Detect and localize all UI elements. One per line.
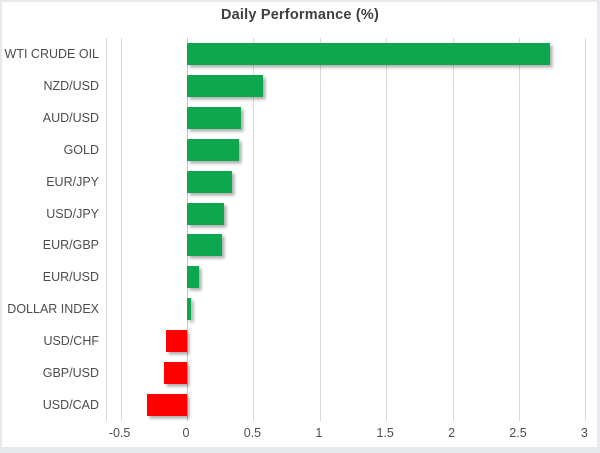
category-label-usd-jpy: USD/JPY [46,206,99,221]
bar-usd-jpy [187,202,225,225]
bar-aud-usd [187,106,242,129]
gridline [585,38,587,421]
category-label-eur-gbp: EUR/GBP [42,238,99,253]
x-tick-label-0: 0 [182,426,190,440]
bar-nzd-usd [187,74,263,97]
zero-axis-line [187,38,188,421]
x-tick-label-3: 3 [580,426,588,440]
chart-frame [2,2,597,447]
category-label-eur-usd: EUR/USD [42,270,99,285]
plot-area [106,38,595,421]
category-label-eur-jpy: EUR/JPY [46,174,99,189]
category-label-usd-cad: USD/CAD [42,398,99,413]
x-tick-label-2: 2 [448,426,456,440]
gridline [386,38,388,421]
bar-eur-jpy [187,170,233,193]
gridline [253,38,255,421]
bar-eur-gbp [187,234,222,257]
x-tick-label--0.5: -0.5 [108,426,131,440]
bar-eur-usd [187,266,199,289]
category-label-gbp-usd: GBP/USD [42,366,99,381]
gridline [519,38,520,421]
category-label-dollar-index: DOLLAR INDEX [7,302,99,317]
category-label-wti-crude-oil: WTI CRUDE OIL [4,46,99,61]
bar-usd-chf [165,330,187,353]
bar-wti-crude-oil [187,42,550,65]
gridline [452,38,454,421]
bar-dollar-index [187,298,191,321]
category-label-usd-chf: USD/CHF [43,334,99,349]
category-label-nzd-usd: NZD/USD [43,78,99,93]
x-tick-label-2.5: 2.5 [509,426,527,440]
gridline [120,38,122,421]
chart-title: Daily Performance (%) [220,7,380,23]
x-tick-label-0.5: 0.5 [243,426,262,440]
bar-gold [187,138,239,161]
gridline [319,38,321,421]
bar-gbp-usd [164,362,187,385]
category-label-gold: GOLD [63,142,99,157]
x-tick-label-1: 1 [315,426,323,440]
bar-usd-cad [147,394,187,417]
category-label-aud-usd: AUD/USD [42,110,99,125]
x-tick-label-1.5: 1.5 [376,426,394,440]
